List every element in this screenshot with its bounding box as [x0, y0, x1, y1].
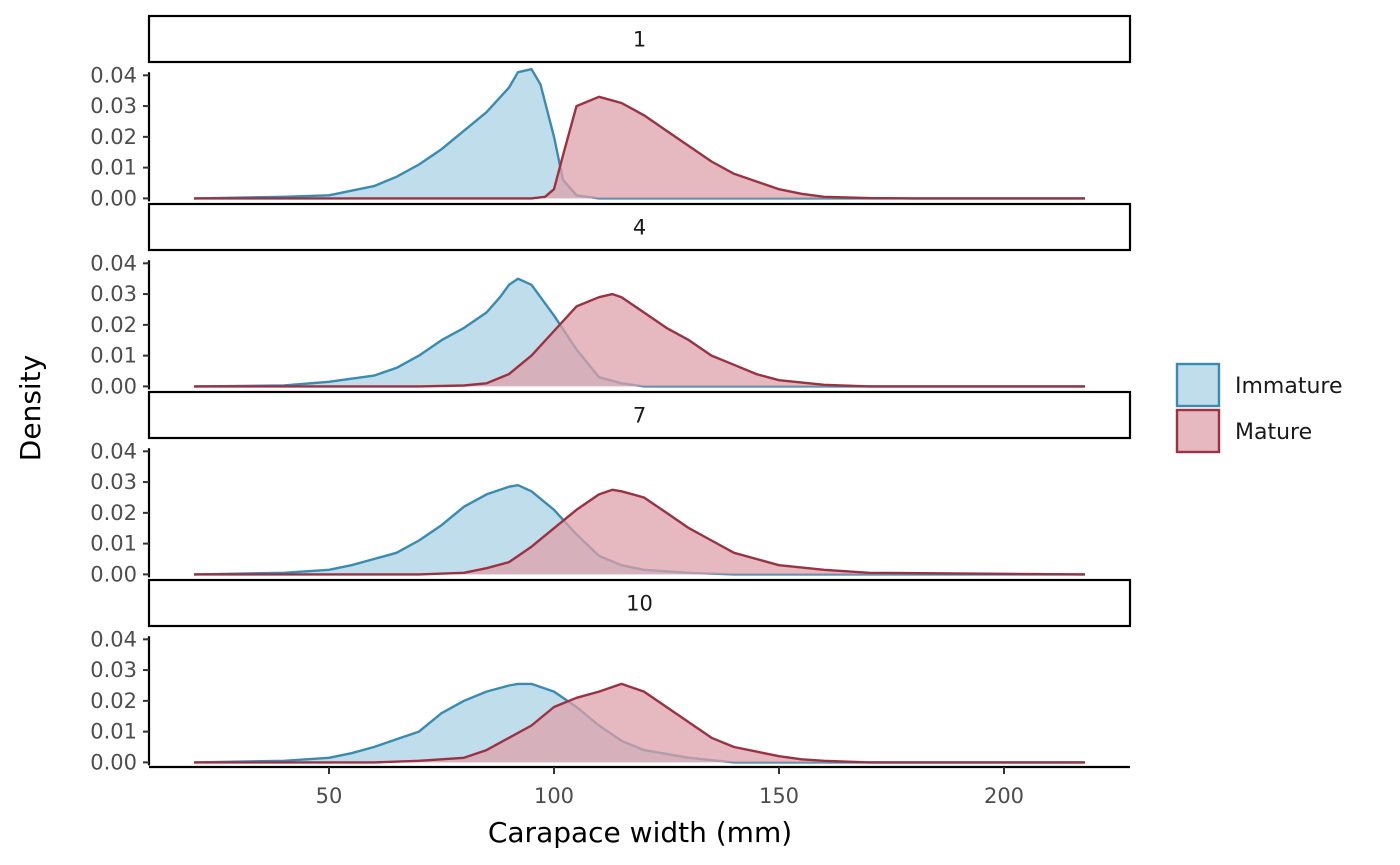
facet-strip — [147, 390, 1132, 440]
y-tick-label: 0.03 — [90, 470, 137, 494]
y-axis-title: Density — [14, 355, 47, 461]
density-area-mature — [194, 294, 1085, 387]
density-line-mature — [194, 95, 1085, 200]
y-tick-label: 0.00 — [90, 374, 137, 398]
density-line-mature — [194, 682, 1085, 764]
density-area-mature — [194, 489, 1085, 575]
density-area-mature — [194, 683, 1085, 763]
y-tick-label: 0.01 — [90, 344, 137, 368]
y-tick-label: 0.01 — [90, 532, 137, 556]
x-tick-label: 150 — [759, 784, 799, 808]
legend-key-immature — [1175, 362, 1221, 408]
legend-label-immature: Immature — [1235, 374, 1343, 399]
density-area-immature — [194, 278, 1085, 387]
panel-7: 7 0.00 0.01 0.02 0.03 0.04 — [90, 390, 1132, 586]
y-tick-label: 0.02 — [90, 125, 137, 149]
y-tick-label: 0.04 — [90, 627, 137, 651]
density-line-mature — [194, 488, 1086, 576]
panel-1: 1 0.00 0.01 0.02 0.03 0.04 — [90, 14, 1132, 210]
facet-strip — [147, 578, 1132, 628]
y-tick-label: 0.02 — [90, 313, 137, 337]
legend-key-mature — [1175, 408, 1221, 454]
y-tick-label: 0.02 — [90, 501, 137, 525]
x-tick-label: 50 — [316, 784, 343, 808]
x-axis: 50 100 150 200 — [316, 767, 1024, 808]
y-tick-label: 0.03 — [90, 282, 137, 306]
density-area-immature — [194, 485, 1085, 575]
y-tick-label: 0.00 — [90, 562, 137, 586]
y-tick-label: 0.01 — [90, 156, 137, 180]
y-tick-label: 0.02 — [90, 689, 137, 713]
y-tick-label: 0.03 — [90, 658, 137, 682]
y-tick-label: 0.03 — [90, 94, 137, 118]
facet-strip-label: 1 — [633, 28, 646, 52]
legend-label-mature: Mature — [1235, 420, 1312, 445]
y-tick-label: 0.04 — [90, 251, 137, 275]
panel-4: 4 0.00 0.01 0.02 0.03 0.04 — [90, 202, 1132, 398]
density-area-immature — [194, 683, 1085, 763]
x-tick-label: 100 — [534, 784, 574, 808]
legend: Immature Mature — [1175, 362, 1343, 454]
facet-strip-label: 4 — [633, 216, 646, 240]
x-axis-title: Carapace width (mm) — [488, 816, 792, 849]
density-area-mature — [194, 96, 1085, 199]
density-line-mature — [194, 292, 1085, 388]
facet-panels: 1 0.00 0.01 0.02 0.03 0.04 4 0.00 0.01 0.02 0.03 0.… — [90, 14, 1132, 774]
facet-strip — [147, 202, 1132, 252]
y-tick-label: 0.04 — [90, 63, 137, 87]
y-tick-label: 0.00 — [90, 186, 137, 210]
facet-strip-label: 7 — [633, 404, 646, 428]
panel-10: 10 0.00 0.01 0.02 0.03 0.04 — [90, 578, 1132, 774]
y-tick-label: 0.00 — [90, 750, 137, 774]
y-tick-label: 0.04 — [90, 439, 137, 463]
x-tick-label: 200 — [984, 784, 1024, 808]
facet-strip-label: 10 — [626, 592, 653, 616]
facet-strip — [147, 14, 1132, 64]
y-tick-label: 0.01 — [90, 720, 137, 744]
